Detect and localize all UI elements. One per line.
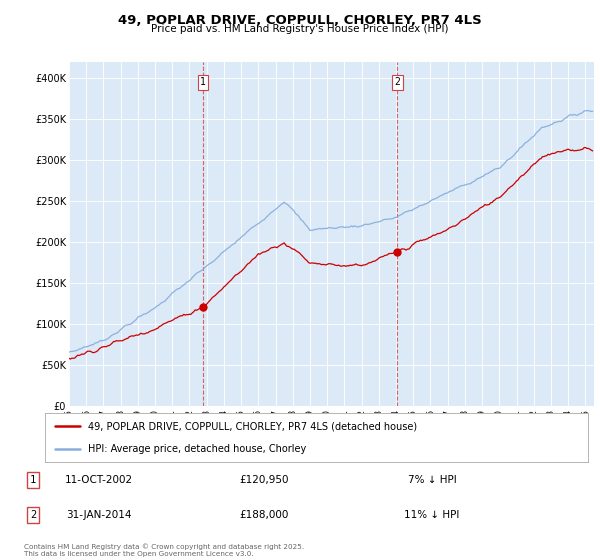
Text: 49, POPLAR DRIVE, COPPULL, CHORLEY, PR7 4LS (detached house): 49, POPLAR DRIVE, COPPULL, CHORLEY, PR7 … xyxy=(88,421,418,431)
Text: £188,000: £188,000 xyxy=(239,510,289,520)
Text: HPI: Average price, detached house, Chorley: HPI: Average price, detached house, Chor… xyxy=(88,444,307,454)
Text: 7% ↓ HPI: 7% ↓ HPI xyxy=(407,475,457,486)
Text: 11-OCT-2002: 11-OCT-2002 xyxy=(65,475,133,486)
Text: 49, POPLAR DRIVE, COPPULL, CHORLEY, PR7 4LS: 49, POPLAR DRIVE, COPPULL, CHORLEY, PR7 … xyxy=(118,14,482,27)
Text: Price paid vs. HM Land Registry's House Price Index (HPI): Price paid vs. HM Land Registry's House … xyxy=(151,24,449,34)
Text: 2: 2 xyxy=(394,77,400,87)
Text: 11% ↓ HPI: 11% ↓ HPI xyxy=(404,510,460,520)
Text: 31-JAN-2014: 31-JAN-2014 xyxy=(66,510,132,520)
Text: 1: 1 xyxy=(200,77,206,87)
Text: Contains HM Land Registry data © Crown copyright and database right 2025.
This d: Contains HM Land Registry data © Crown c… xyxy=(24,544,304,557)
Text: 2: 2 xyxy=(30,510,36,520)
Text: £120,950: £120,950 xyxy=(239,475,289,486)
Text: 1: 1 xyxy=(30,475,36,486)
